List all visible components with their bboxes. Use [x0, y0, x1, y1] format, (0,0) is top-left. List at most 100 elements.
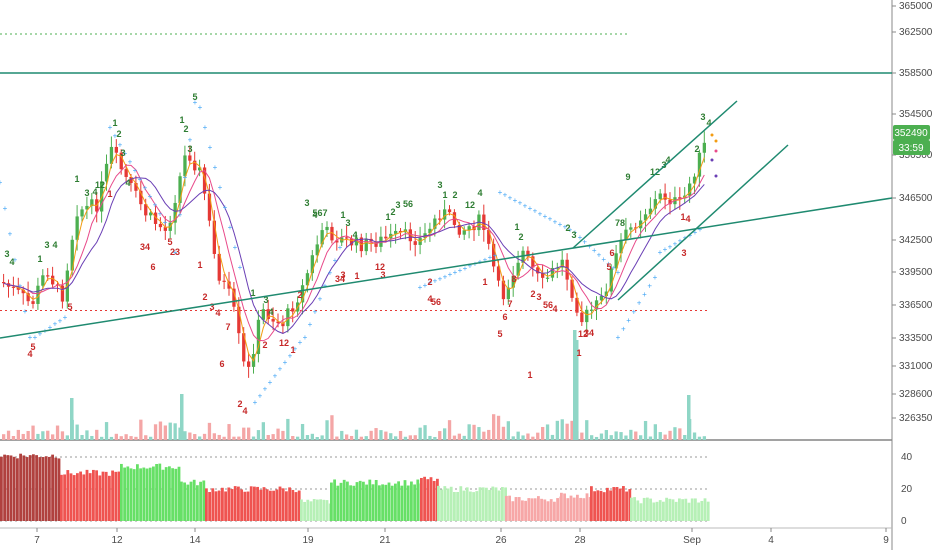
td-count-up: 9 — [625, 172, 630, 182]
sub-bar — [456, 492, 459, 521]
candle — [320, 230, 324, 245]
time-tick-label: 4 — [768, 535, 774, 546]
sub-bar — [129, 468, 133, 521]
candle — [247, 361, 251, 367]
volume-bar — [207, 422, 212, 440]
sub-bar — [272, 490, 275, 521]
candle — [560, 259, 564, 268]
td-count-up: 2 — [452, 190, 457, 200]
sub-bar — [136, 464, 139, 521]
volume-bar — [90, 435, 94, 440]
sub-bar — [269, 490, 272, 521]
sar-dot: + — [333, 256, 338, 265]
td-count-down: 12 — [279, 338, 289, 348]
candle — [60, 285, 65, 302]
sar-dot: + — [663, 245, 668, 254]
sub-bar — [628, 489, 632, 521]
td-count-down: 34 — [335, 274, 345, 284]
sub-bar — [92, 469, 95, 521]
sar-dot: + — [601, 255, 606, 264]
candle — [433, 218, 437, 229]
td-count-up: 3 — [263, 295, 268, 305]
sar-dot: + — [133, 166, 138, 175]
sar-dot: + — [688, 231, 693, 240]
volume-bar — [149, 436, 153, 440]
candle — [90, 199, 94, 206]
candle — [668, 199, 672, 205]
sub-bar — [164, 467, 168, 521]
sub-bar — [111, 470, 114, 521]
volume-bar — [51, 434, 55, 440]
sar-dot: + — [503, 191, 508, 200]
sar-dot: + — [558, 220, 563, 229]
sar-dot: + — [313, 307, 318, 316]
sub-bar — [19, 453, 22, 521]
td-count-down: 4 — [427, 294, 432, 304]
sub-bar — [230, 489, 234, 521]
sar-dot: + — [63, 313, 68, 322]
sub-bar — [312, 499, 316, 521]
sar-dot: + — [213, 163, 218, 172]
sub-bar — [674, 501, 678, 521]
candle — [692, 176, 697, 184]
sub-bar — [300, 499, 303, 521]
volume-bar — [330, 415, 334, 440]
sar-dot: + — [18, 281, 23, 290]
volume-bar — [163, 425, 167, 440]
rising-support-line[interactable] — [0, 197, 893, 339]
price-tick-label: 328600 — [899, 389, 932, 400]
sar-dot: + — [528, 204, 533, 213]
channel-lower-line[interactable] — [617, 144, 789, 301]
td-count-down: 5 — [606, 262, 611, 272]
sub-bar — [491, 486, 495, 521]
sub-bar — [249, 486, 253, 521]
sub-bar — [618, 488, 622, 521]
candle — [394, 230, 398, 234]
sub-bar — [183, 482, 186, 521]
volume-bar — [462, 435, 466, 440]
td-count-down: 6 — [502, 312, 507, 322]
sub-bar — [690, 498, 694, 521]
candle — [413, 241, 417, 245]
volume-bar — [541, 426, 545, 440]
current-price-label: 352490 — [894, 128, 928, 139]
candle — [266, 309, 270, 320]
sar-dot: + — [173, 248, 178, 257]
sub-bar — [32, 454, 35, 521]
sub-bar — [120, 463, 123, 521]
candle — [300, 285, 305, 303]
candle — [570, 279, 574, 298]
sar-dot: + — [28, 333, 33, 342]
sub-bar — [371, 484, 375, 521]
volume-bar — [482, 431, 486, 440]
td-count-up: 4 — [665, 155, 670, 165]
sub-bar — [563, 493, 566, 521]
volume-bar — [678, 428, 682, 440]
candle — [702, 142, 706, 153]
sub-bar — [615, 487, 619, 521]
volume-bar — [31, 425, 35, 440]
candle — [526, 250, 530, 257]
sar-dot: + — [621, 324, 626, 333]
volume-bar — [624, 435, 628, 440]
sub-bar — [599, 490, 603, 521]
sub-bar — [443, 486, 447, 521]
volume-bar — [639, 435, 643, 440]
volume-bar — [506, 421, 510, 440]
sub-bar — [51, 454, 54, 521]
sub-bar — [322, 499, 326, 521]
sub-bar — [384, 484, 388, 521]
td-count-up: 3 — [661, 160, 666, 170]
sar-dot: + — [153, 201, 158, 210]
sar-dot: + — [278, 365, 283, 374]
volume-bar — [697, 436, 702, 440]
volume-bar — [447, 420, 452, 440]
moving-average-line — [3, 177, 705, 334]
price-tick-label: 342500 — [899, 235, 932, 246]
sub-bar — [453, 492, 456, 521]
candle — [349, 238, 354, 246]
volume-bar — [193, 434, 197, 440]
channel-upper-line[interactable] — [572, 100, 738, 249]
